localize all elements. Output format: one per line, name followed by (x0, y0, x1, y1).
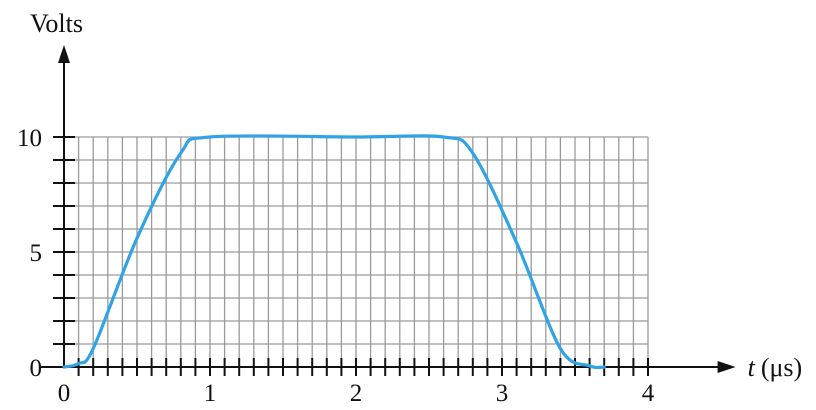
x-axis-label: t (μs) (748, 353, 803, 382)
series-line (62, 134, 606, 370)
x-axis-arrow (717, 361, 736, 373)
x-tick-label: 0 (58, 380, 71, 407)
x-tick-label: 4 (642, 380, 655, 407)
y-tick-label: 5 (30, 240, 43, 267)
x-axis-variable: t (748, 353, 756, 382)
x-axis-unit: (μs) (761, 353, 802, 382)
x-tick-label: 3 (496, 380, 509, 407)
x-tick-labels: 0 1 2 3 4 (58, 380, 655, 407)
axis-ticks (53, 136, 649, 376)
y-tick-labels: 0 5 10 (17, 125, 42, 382)
y-tick-label: 0 (30, 355, 43, 382)
x-tick-label: 1 (204, 380, 217, 407)
y-axis-label: Volts (30, 9, 83, 38)
y-axis-arrow (58, 45, 70, 63)
y-tick-label: 10 (17, 125, 42, 152)
x-tick-label: 2 (350, 380, 363, 407)
grid (63, 136, 649, 368)
